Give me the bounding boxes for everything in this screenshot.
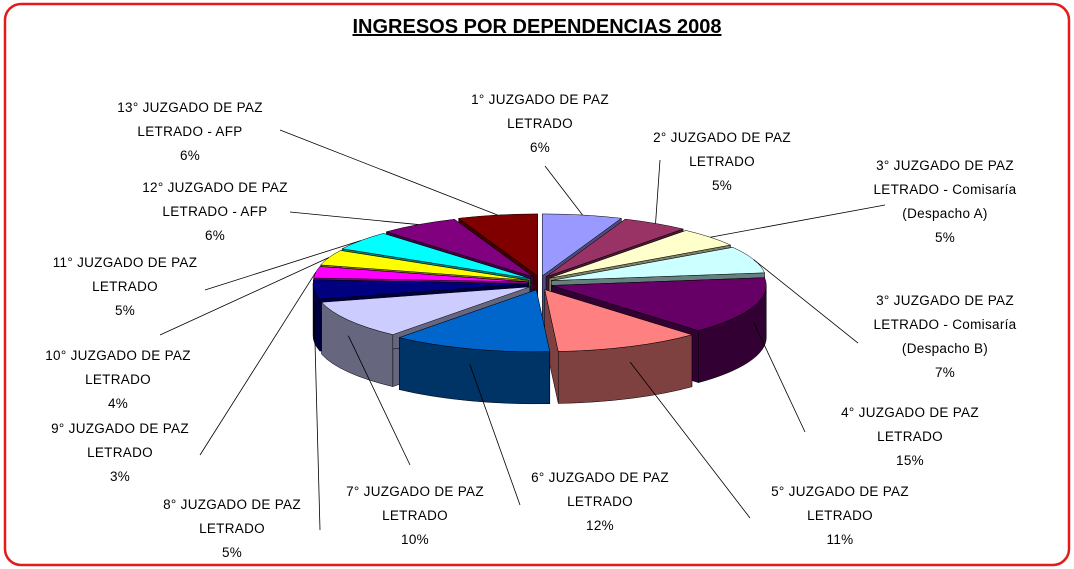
data-label: 13° JUZGADO DE PAZ LETRADO - AFP 6% bbox=[105, 96, 275, 168]
value-label: 10% bbox=[401, 532, 429, 547]
leader-line bbox=[655, 159, 661, 224]
leader-line bbox=[159, 257, 330, 336]
value-label: 5% bbox=[114, 303, 136, 318]
value-label: 7% bbox=[934, 365, 956, 380]
value-label: 5% bbox=[221, 545, 243, 560]
category-label: 8° JUZGADO DE PAZ LETRADO bbox=[163, 497, 301, 536]
data-label: 12° JUZGADO DE PAZ LETRADO - AFP 6% bbox=[130, 176, 300, 248]
category-label: 11° JUZGADO DE PAZ LETRADO bbox=[52, 255, 198, 294]
category-label: 3° JUZGADO DE PAZ LETRADO - Comisaría (D… bbox=[873, 158, 1017, 221]
leader-line bbox=[469, 364, 521, 506]
pie-slice bbox=[544, 289, 693, 352]
leader-line bbox=[279, 129, 498, 216]
leader-line bbox=[313, 305, 321, 531]
data-label: 7° JUZGADO DE PAZ LETRADO 10% bbox=[330, 480, 500, 552]
value-label: 3% bbox=[109, 469, 131, 484]
leader-line bbox=[544, 165, 583, 216]
leader-line bbox=[199, 271, 317, 456]
data-label: 3° JUZGADO DE PAZ LETRADO - Comisaría (D… bbox=[860, 154, 1030, 250]
leader-line bbox=[753, 259, 859, 344]
value-label: 4% bbox=[107, 396, 129, 411]
leader-line bbox=[289, 211, 419, 225]
pie-slice bbox=[457, 213, 539, 277]
pie-slice bbox=[312, 279, 529, 300]
pie-slice bbox=[548, 230, 732, 279]
pie-slice bbox=[398, 289, 551, 353]
pie-slice bbox=[541, 213, 623, 277]
pie-slice bbox=[551, 277, 767, 331]
leader-line bbox=[629, 361, 751, 519]
category-label: 9° JUZGADO DE PAZ LETRADO bbox=[51, 421, 189, 460]
data-label: 1° JUZGADO DE PAZ LETRADO 6% bbox=[455, 88, 625, 160]
value-label: 12% bbox=[586, 518, 614, 533]
value-label: 5% bbox=[934, 230, 956, 245]
leader-line bbox=[710, 204, 886, 238]
pie-slice bbox=[320, 250, 529, 281]
pie-slice bbox=[321, 286, 530, 335]
value-label: 5% bbox=[711, 178, 733, 193]
data-label: 2° JUZGADO DE PAZ LETRADO 5% bbox=[637, 126, 807, 198]
pie-slice bbox=[545, 218, 685, 278]
value-label: 6% bbox=[204, 228, 226, 243]
chart-title: INGRESOS POR DEPENDENCIAS 2008 bbox=[352, 16, 722, 38]
value-label: 6% bbox=[179, 148, 201, 163]
pie-slice bbox=[385, 219, 534, 278]
category-label: 3° JUZGADO DE PAZ LETRADO - Comisaría (D… bbox=[873, 293, 1017, 356]
category-label: 13° JUZGADO DE PAZ LETRADO - AFP bbox=[117, 100, 263, 139]
category-label: 12° JUZGADO DE PAZ LETRADO - AFP bbox=[142, 180, 288, 219]
leader-line bbox=[753, 321, 806, 433]
data-label: 6° JUZGADO DE PAZ LETRADO 12% bbox=[515, 466, 685, 538]
category-label: 2° JUZGADO DE PAZ LETRADO bbox=[653, 130, 791, 169]
data-label: 5° JUZGADO DE PAZ LETRADO 11% bbox=[755, 480, 925, 552]
data-label: 4° JUZGADO DE PAZ LETRADO 15% bbox=[825, 401, 995, 473]
data-label: 3° JUZGADO DE PAZ LETRADO - Comisaría (D… bbox=[860, 289, 1030, 385]
category-label: 6° JUZGADO DE PAZ LETRADO bbox=[531, 470, 669, 509]
leader-line bbox=[204, 240, 361, 291]
value-label: 11% bbox=[826, 532, 854, 547]
category-label: 7° JUZGADO DE PAZ LETRADO bbox=[346, 484, 484, 523]
category-label: 1° JUZGADO DE PAZ LETRADO bbox=[471, 92, 609, 131]
pie-slice bbox=[551, 247, 765, 281]
data-label: 11° JUZGADO DE PAZ LETRADO 5% bbox=[40, 251, 210, 323]
value-label: 6% bbox=[529, 140, 551, 155]
data-label: 8° JUZGADO DE PAZ LETRADO 5% bbox=[147, 493, 317, 565]
category-label: 4° JUZGADO DE PAZ LETRADO bbox=[841, 405, 979, 444]
category-label: 10° JUZGADO DE PAZ LETRADO bbox=[45, 348, 191, 387]
value-label: 15% bbox=[896, 453, 924, 468]
pie-slice bbox=[341, 233, 531, 279]
category-label: 5° JUZGADO DE PAZ LETRADO bbox=[771, 484, 909, 523]
data-label: 9° JUZGADO DE PAZ LETRADO 3% bbox=[35, 417, 205, 489]
data-label: 10° JUZGADO DE PAZ LETRADO 4% bbox=[33, 344, 203, 416]
leader-line bbox=[347, 335, 411, 466]
